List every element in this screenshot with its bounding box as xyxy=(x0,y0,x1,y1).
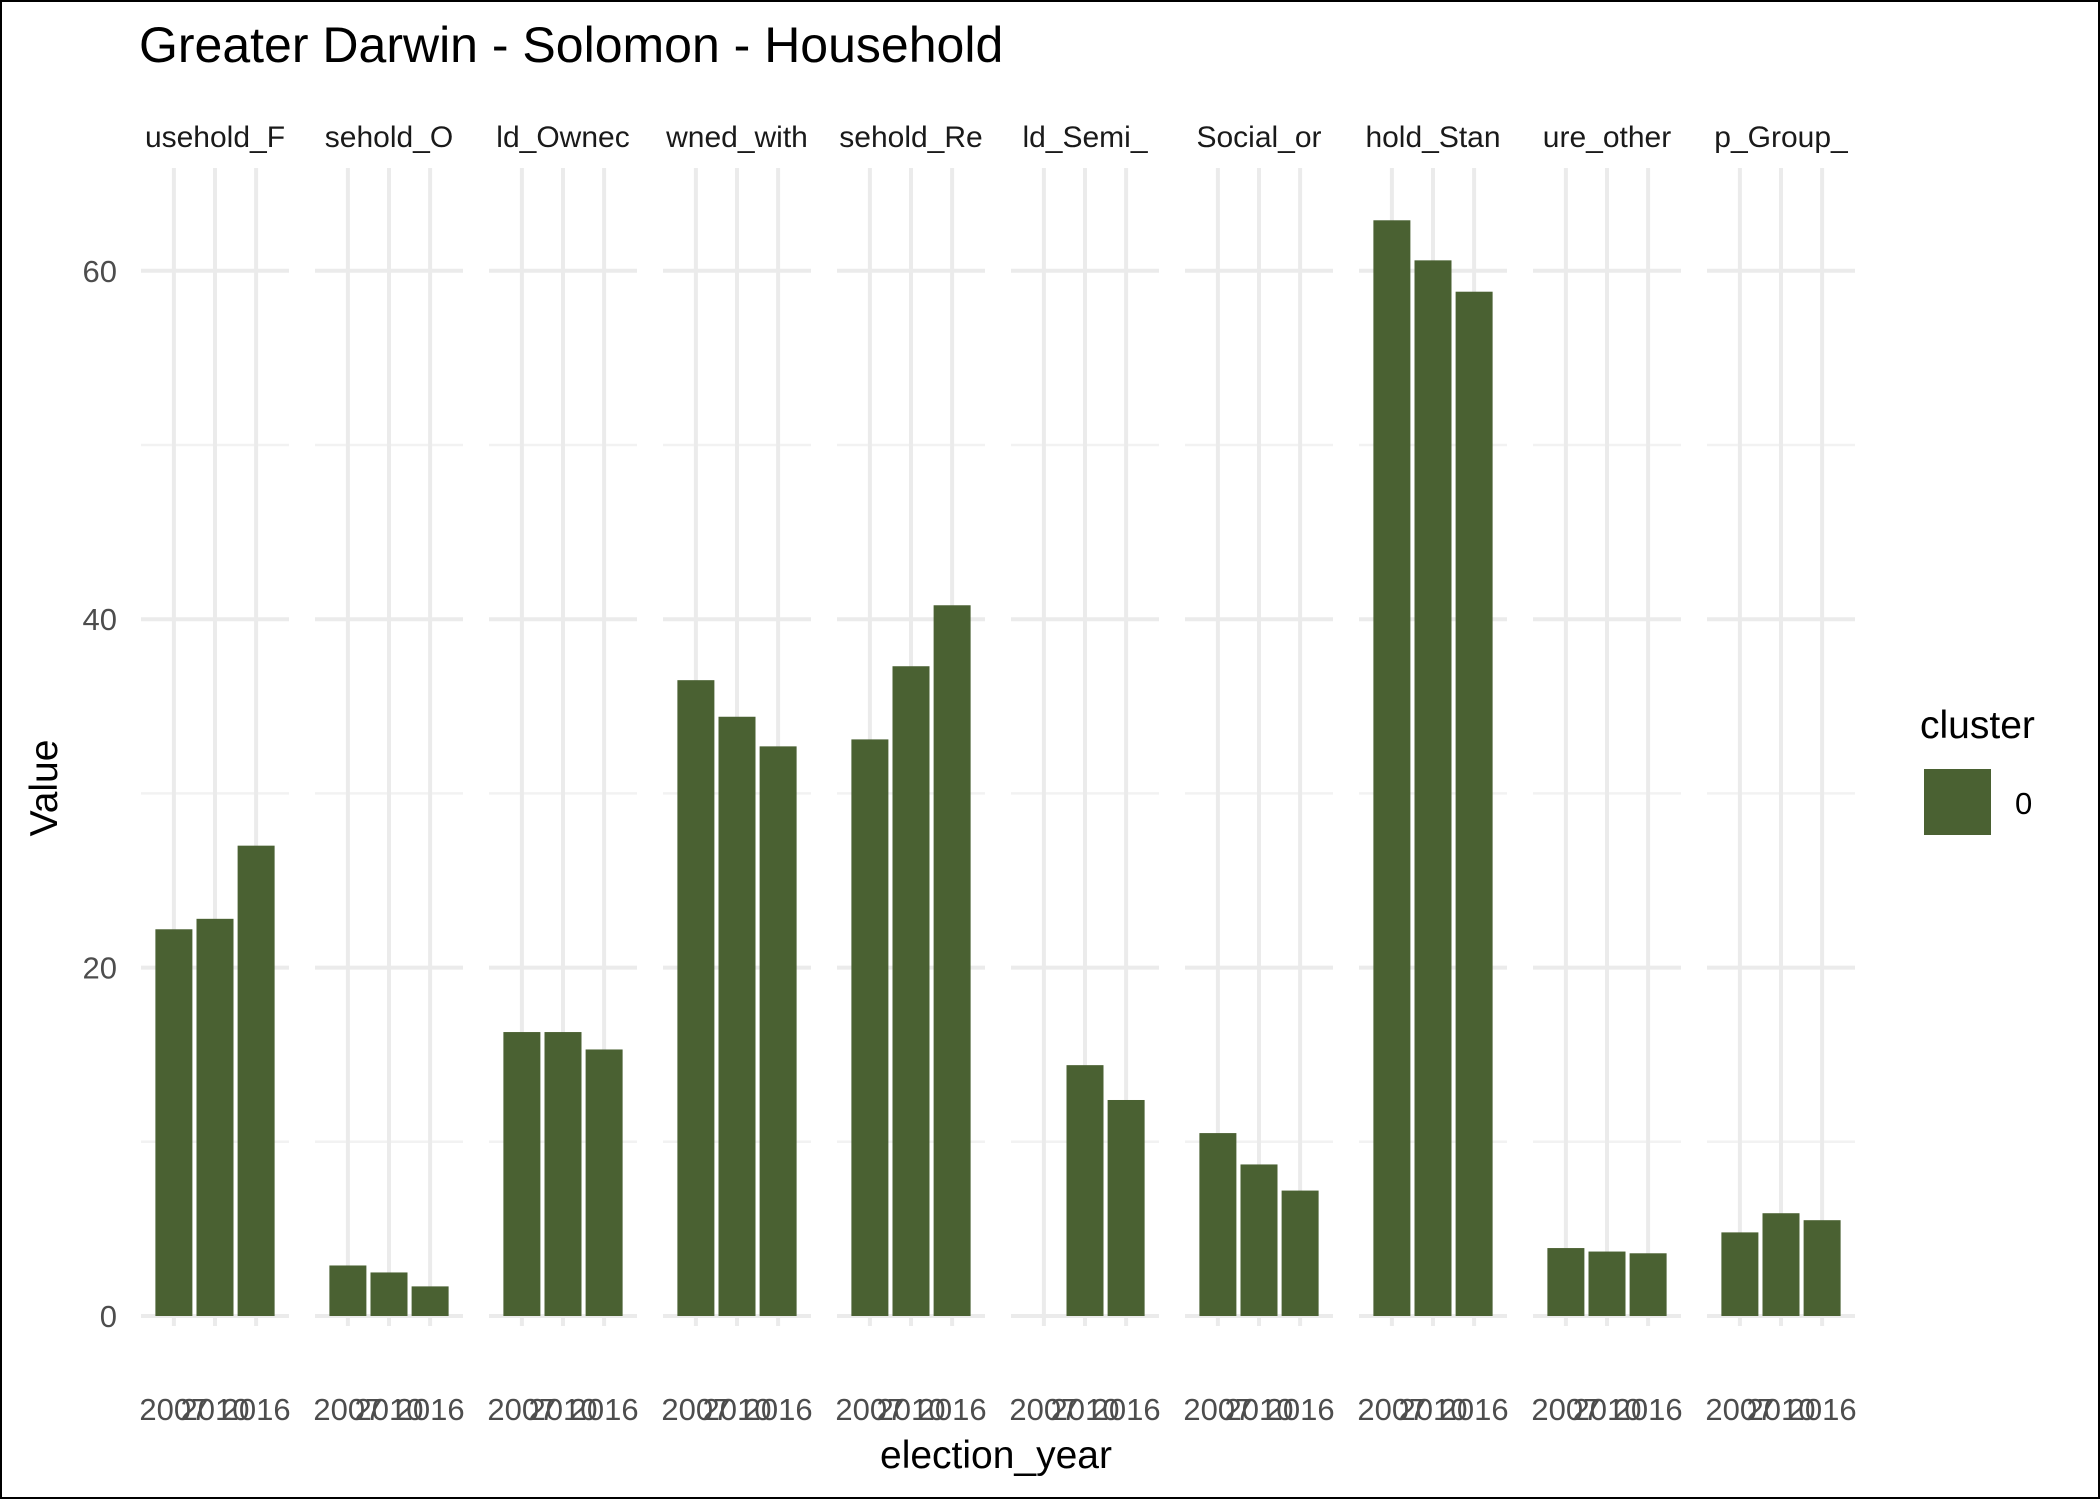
bar xyxy=(1629,1253,1667,1316)
x-tick-label: 2007 xyxy=(1531,1392,1600,1427)
x-tick-label: 2010 xyxy=(877,1392,946,1427)
bar xyxy=(1240,1164,1278,1316)
bar xyxy=(1373,220,1411,1317)
x-tick-label: 2016 xyxy=(1614,1392,1683,1427)
x-tick-label: 2007 xyxy=(139,1392,208,1427)
x-tick-label: 2010 xyxy=(529,1392,598,1427)
x-tick-label: 2016 xyxy=(396,1392,465,1427)
x-tick-label: 2016 xyxy=(222,1392,291,1427)
x-tick-label: 2016 xyxy=(1440,1392,1509,1427)
x-tick-label: 2016 xyxy=(1788,1392,1857,1427)
bar xyxy=(677,680,715,1316)
facet-strip-label: ld_Ownec xyxy=(496,121,629,154)
bar xyxy=(196,918,234,1316)
bar xyxy=(503,1032,541,1316)
bar xyxy=(1107,1099,1145,1316)
bar xyxy=(851,739,889,1316)
bar xyxy=(933,605,971,1316)
bar xyxy=(892,666,930,1316)
x-tick-label: 2007 xyxy=(313,1392,382,1427)
x-tick-label: 2016 xyxy=(1266,1392,1335,1427)
y-axis: 0 20 40 60 xyxy=(83,254,117,1334)
x-tick-label: 2010 xyxy=(1399,1392,1468,1427)
bar xyxy=(329,1265,367,1316)
x-tick-label: 2010 xyxy=(1747,1392,1816,1427)
x-tick-label: 2007 xyxy=(1183,1392,1252,1427)
y-tick-label: 40 xyxy=(83,602,117,637)
bar xyxy=(1588,1251,1626,1316)
x-tick-label: 2010 xyxy=(181,1392,250,1427)
x-tick-label: 2016 xyxy=(570,1392,639,1427)
bar xyxy=(1414,260,1452,1316)
x-tick-label: 2010 xyxy=(1225,1392,1294,1427)
x-tick-label: 2007 xyxy=(661,1392,730,1427)
x-tick-label: 2010 xyxy=(1573,1392,1642,1427)
legend: cluster 0 xyxy=(1920,704,2035,835)
x-tick-label: 2016 xyxy=(744,1392,813,1427)
y-tick-label: 60 xyxy=(83,254,117,289)
bar xyxy=(759,746,797,1316)
y-tick-label: 0 xyxy=(100,1299,117,1334)
legend-key-0 xyxy=(1924,769,1991,835)
bar xyxy=(237,845,275,1316)
x-tick-label: 2010 xyxy=(703,1392,772,1427)
legend-title: cluster xyxy=(1920,704,2035,747)
facet-strip-label: usehold_F xyxy=(145,121,285,154)
x-tick-label: 2016 xyxy=(1092,1392,1161,1427)
bar xyxy=(1721,1232,1759,1316)
chart-title: Greater Darwin - Solomon - Household xyxy=(139,17,1003,73)
legend-label-0: 0 xyxy=(2015,786,2032,821)
facet-panels: usehold_F200720102016sehold_O20072010201… xyxy=(139,121,1856,1427)
x-tick-label: 2007 xyxy=(1705,1392,1774,1427)
x-tick-label: 2007 xyxy=(1009,1392,1078,1427)
facet-strip-label: sehold_O xyxy=(325,121,453,154)
y-tick-label: 20 xyxy=(83,951,117,986)
bar xyxy=(544,1032,582,1316)
x-tick-label: 2010 xyxy=(355,1392,424,1427)
bar xyxy=(1803,1220,1841,1316)
bar xyxy=(1066,1065,1104,1316)
x-tick-label: 2010 xyxy=(1051,1392,1120,1427)
facet-strip-label: hold_Stan xyxy=(1365,121,1500,154)
facet-strip-label: p_Group_ xyxy=(1714,121,1849,154)
bar xyxy=(1281,1190,1319,1316)
bar xyxy=(1547,1248,1585,1316)
x-axis-title: election_year xyxy=(880,1434,1112,1477)
facet-strip-label: sehold_Re xyxy=(839,121,982,154)
x-tick-label: 2016 xyxy=(918,1392,987,1427)
bar xyxy=(1199,1133,1237,1316)
x-tick-label: 2007 xyxy=(487,1392,556,1427)
facet-strip-label: ure_other xyxy=(1543,121,1671,154)
bar xyxy=(718,716,756,1316)
bar xyxy=(155,929,193,1316)
facet-strip-label: wned_with xyxy=(665,121,808,154)
bar xyxy=(585,1049,623,1316)
facet-strip-label: ld_Semi_ xyxy=(1022,121,1148,154)
bar xyxy=(411,1286,449,1316)
y-axis-title: Value xyxy=(23,740,66,837)
x-tick-label: 2007 xyxy=(1357,1392,1426,1427)
x-tick-label: 2007 xyxy=(835,1392,904,1427)
bar xyxy=(370,1272,408,1316)
bar xyxy=(1762,1213,1800,1316)
bar xyxy=(1455,291,1493,1317)
facet-strip-label: Social_or xyxy=(1196,121,1321,154)
